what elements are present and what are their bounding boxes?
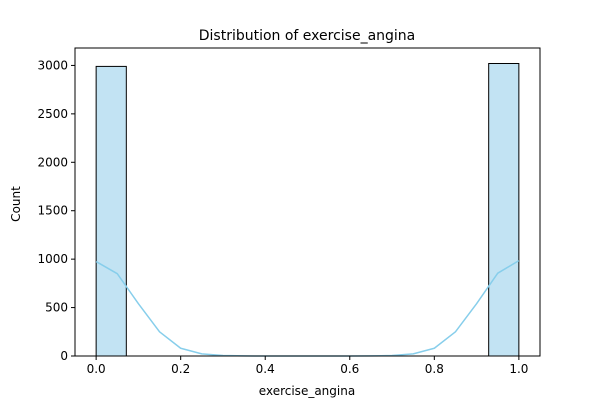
x-tick-label: 0.6 [340, 362, 359, 376]
y-tick-label: 1000 [37, 252, 68, 266]
y-axis-label: Count [9, 186, 23, 222]
plot-frame [74, 47, 541, 357]
y-tick-label: 1500 [37, 204, 68, 218]
kde-line [95, 259, 520, 357]
y-axis: 0 500 1000 1500 2000 2500 3000 [37, 58, 75, 363]
plot-area [74, 47, 541, 357]
x-tick-label: 0.0 [87, 362, 106, 376]
y-tick-label: 500 [45, 301, 68, 315]
y-tick-label: 2500 [37, 107, 68, 121]
y-tick-label: 0 [60, 349, 68, 363]
chart-title: Distribution of exercise_angina [199, 28, 416, 44]
x-axis-label: exercise_angina [259, 384, 355, 398]
histogram-bar-0 [95, 65, 127, 357]
x-tick-label: 0.4 [256, 362, 275, 376]
x-axis: 0.0 0.2 0.4 0.6 0.8 1.0 [87, 356, 528, 376]
y-tick-label: 2000 [37, 155, 68, 169]
histogram-bar-1 [488, 62, 520, 357]
x-tick-label: 1.0 [509, 362, 528, 376]
y-tick-label: 3000 [37, 58, 68, 72]
x-tick-label: 0.2 [171, 362, 190, 376]
x-tick-label: 0.8 [425, 362, 444, 376]
